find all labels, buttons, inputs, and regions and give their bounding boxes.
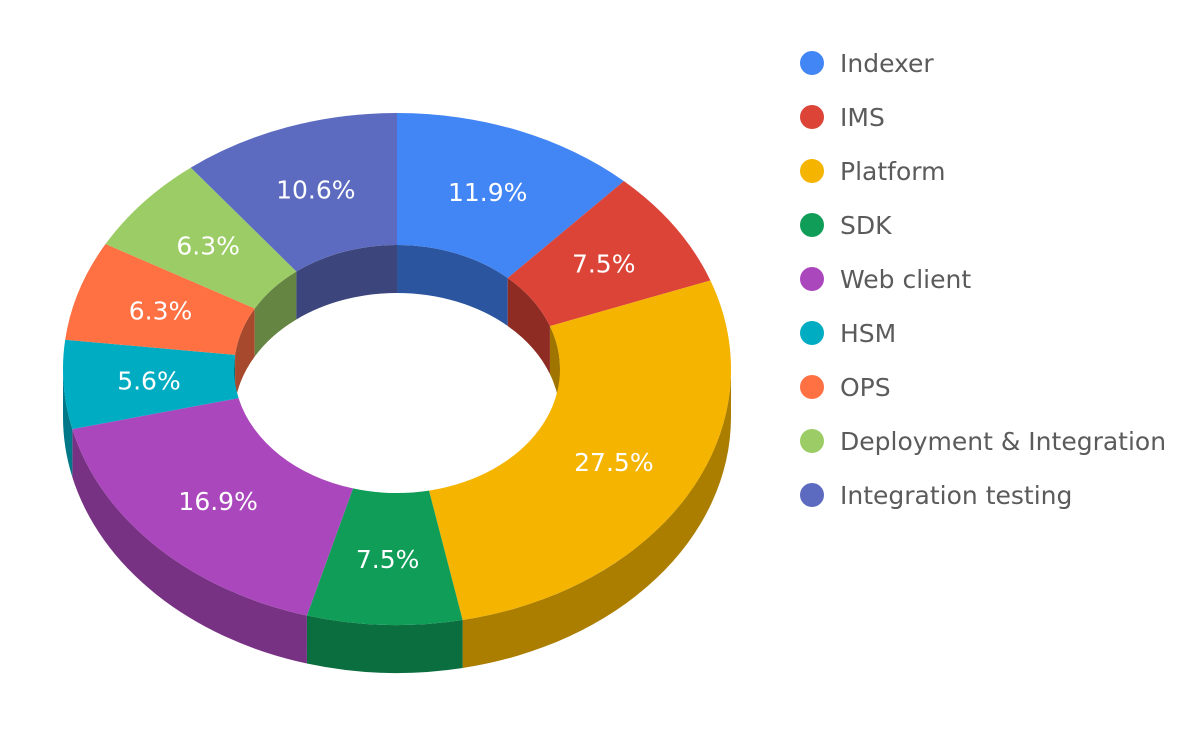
slice-label-4: 16.9% (178, 487, 257, 516)
slice-label-2: 27.5% (574, 448, 653, 477)
slice-integration-testing[interactable] (190, 113, 397, 272)
slice-web-client[interactable] (72, 398, 354, 616)
legend-item[interactable]: Integration testing (800, 468, 1166, 522)
slice-side-5 (63, 369, 73, 478)
slice-indexer[interactable] (397, 113, 624, 279)
slice-label-1: 7.5% (572, 250, 636, 279)
legend-label: HSM (840, 318, 897, 348)
slice-inner-wall-6 (235, 308, 255, 403)
legend-item[interactable]: Web client (800, 252, 1166, 306)
slice-label-8: 10.6% (276, 175, 355, 204)
slice-side-3 (306, 615, 463, 673)
legend-item[interactable]: Platform (800, 144, 1166, 198)
legend-label: IMS (840, 102, 885, 132)
legend-marker (800, 429, 824, 453)
legend-marker (800, 267, 824, 291)
legend-item[interactable]: Indexer (800, 36, 1166, 90)
legend-marker (800, 51, 824, 75)
slice-inner-wall-0 (397, 245, 508, 327)
slice-side-4 (72, 429, 307, 664)
slice-ops[interactable] (65, 244, 255, 355)
legend-marker (800, 321, 824, 345)
slice-label-3: 7.5% (356, 545, 420, 574)
slice-inner-wall-1 (507, 278, 550, 375)
legend-item[interactable]: HSM (800, 306, 1166, 360)
legend-item[interactable]: Deployment & Integration (800, 414, 1166, 468)
legend-marker (800, 213, 824, 237)
slice-hsm[interactable] (62, 339, 239, 430)
donut-chart: 11.9% 7.5% 27.5% 7.5% 16.9% 5.6% 6.3% 6.3% 10.6% (62, 113, 732, 673)
slice-inner-wall-7 (254, 271, 297, 357)
slice-label-5: 5.6% (117, 367, 181, 396)
slice-label-6: 6.3% (129, 297, 193, 326)
slice-label-7: 6.3% (176, 231, 240, 260)
legend-label: Integration testing (840, 480, 1073, 510)
chart-legend: Indexer IMS Platform SDK Web client HSM OPS Dep… (800, 36, 1166, 522)
slice-deployment-integration[interactable] (105, 167, 297, 309)
slice-label-0: 11.9% (448, 178, 527, 207)
legend-item[interactable]: OPS (800, 360, 1166, 414)
legend-item[interactable]: SDK (800, 198, 1166, 252)
slice-platform[interactable] (429, 280, 732, 621)
legend-label: Deployment & Integration (840, 426, 1167, 456)
legend-item[interactable]: IMS (800, 90, 1166, 144)
legend-marker (800, 159, 824, 183)
legend-label: Indexer (840, 48, 934, 78)
legend-label: OPS (840, 372, 891, 402)
legend-marker (800, 105, 824, 129)
legend-marker (800, 375, 824, 399)
legend-label: Platform (840, 156, 946, 186)
legend-marker (800, 483, 824, 507)
legend-label: SDK (840, 210, 892, 240)
legend-label: Web client (840, 264, 972, 294)
slice-ims[interactable] (507, 181, 711, 327)
slice-sdk[interactable] (306, 488, 463, 625)
slice-side-2 (462, 369, 731, 669)
slice-inner-wall-8 (296, 245, 397, 320)
